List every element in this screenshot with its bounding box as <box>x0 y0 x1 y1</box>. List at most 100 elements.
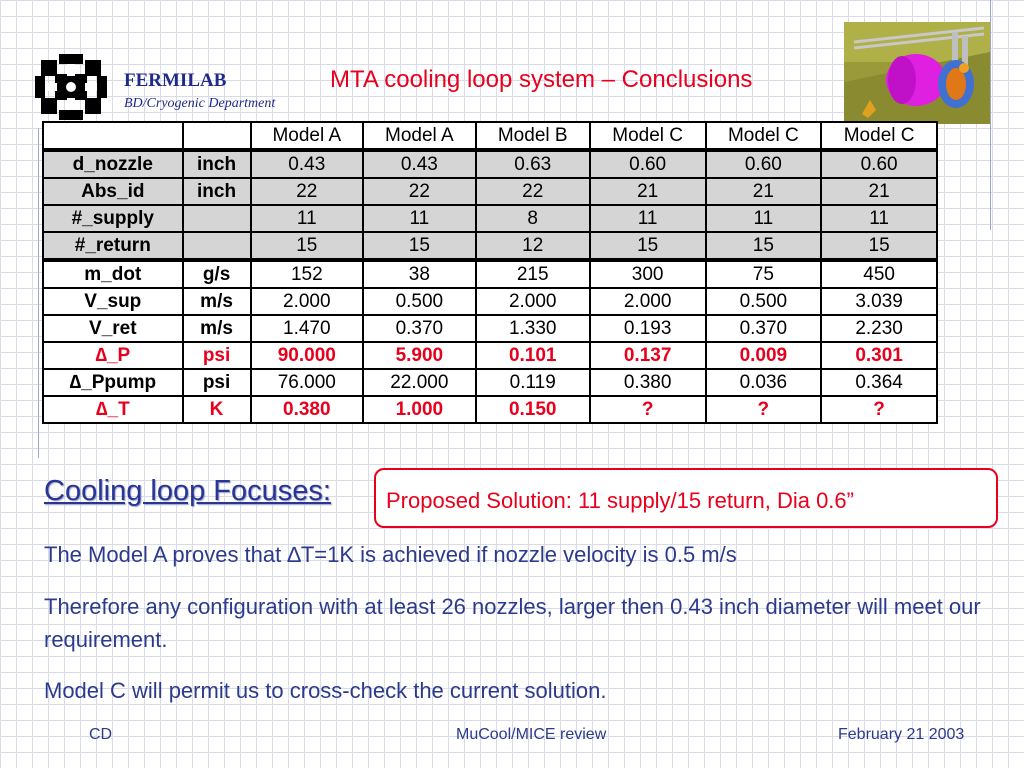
table-cell: 15 <box>588 231 707 261</box>
table-cell: 21 <box>588 177 707 206</box>
table-cell: 1.470 <box>249 314 365 343</box>
table-cell: 11 <box>362 204 477 233</box>
table-cell: 0.380 <box>588 368 707 397</box>
table-cell: 75 <box>704 258 823 289</box>
table-row: #_supply 11 11 8 11 11 11 <box>42 204 938 233</box>
table-row: Abs_id inch 22 22 22 21 21 21 <box>42 177 938 206</box>
table-header-model: Model C <box>588 121 707 151</box>
table-cell: 2.000 <box>588 287 707 316</box>
row-unit: g/s <box>181 258 252 289</box>
table-cell: 0.370 <box>362 314 477 343</box>
row-unit <box>181 204 252 233</box>
table-row: #_return 15 15 12 15 15 15 <box>42 231 938 261</box>
table-cell: 21 <box>704 177 823 206</box>
row-unit: m/s <box>181 287 252 316</box>
table-cell: 0.60 <box>820 148 938 179</box>
row-label: d_nozzle <box>42 148 184 179</box>
table-row: d_nozzle inch 0.43 0.43 0.63 0.60 0.60 0… <box>42 148 938 179</box>
table-cell: 15 <box>249 231 365 261</box>
table-cell: 22 <box>362 177 477 206</box>
table-row: V_sup m/s 2.000 0.500 2.000 2.000 0.500 … <box>42 287 938 316</box>
focus-heading: Cooling loop Focuses: <box>44 475 331 507</box>
table-row: ∆_Ppump psi 76.000 22.000 0.119 0.380 0.… <box>42 368 938 397</box>
table-cell: ? <box>704 395 823 424</box>
table-cell: 1.000 <box>362 395 477 424</box>
table-cell: 22 <box>249 177 365 206</box>
table-cell: 0.500 <box>362 287 477 316</box>
table-cell: 0.60 <box>588 148 707 179</box>
table-cell: 0.036 <box>704 368 823 397</box>
row-unit: inch <box>181 177 252 206</box>
table-cell: 11 <box>249 204 365 233</box>
table-cell: 76.000 <box>249 368 365 397</box>
table-header-model: Model C <box>704 121 823 151</box>
table-cell: 22.000 <box>362 368 477 397</box>
table-cell: 0.63 <box>474 148 591 179</box>
table-header-model: Model C <box>820 121 938 151</box>
solution-callout <box>374 468 998 528</box>
table-cell: 2.000 <box>249 287 365 316</box>
table-cell: 11 <box>820 204 938 233</box>
table-row: m_dot g/s 152 38 215 300 75 450 <box>42 258 938 289</box>
table-cell: 300 <box>588 258 707 289</box>
table-cell: 0.364 <box>820 368 938 397</box>
table-cell: 3.039 <box>820 287 938 316</box>
table-cell: ? <box>588 395 707 424</box>
table-cell: 5.900 <box>362 341 477 370</box>
body-paragraph: The Model A proves that ∆T=1K is achieve… <box>44 542 737 567</box>
table-cell: 12 <box>474 231 591 261</box>
table-cell: 0.43 <box>249 148 365 179</box>
table-header-model: Model B <box>474 121 591 151</box>
table-header-empty <box>181 121 252 151</box>
table-cell: 8 <box>474 204 591 233</box>
table-cell: 0.380 <box>249 395 365 424</box>
body-paragraph: Model C will permit us to cross-check th… <box>44 678 607 703</box>
org-department: BD/Cryogenic Department <box>124 96 276 111</box>
table-cell: 0.009 <box>704 341 823 370</box>
table-header-model: Model A <box>362 121 477 151</box>
slide-title: MTA cooling loop system – Conclusions <box>330 66 753 93</box>
row-label: #_return <box>42 231 184 261</box>
table-cell: 2.230 <box>820 314 938 343</box>
row-label: V_ret <box>42 314 184 343</box>
row-label: ∆_P <box>42 341 184 370</box>
table-cell: 0.193 <box>588 314 707 343</box>
table-cell: 0.301 <box>820 341 938 370</box>
row-label: ∆_T <box>42 395 184 424</box>
table-cell: 1.330 <box>474 314 591 343</box>
table-cell: 0.150 <box>474 395 591 424</box>
row-label: m_dot <box>42 258 184 289</box>
row-label: ∆_Ppump <box>42 368 184 397</box>
footer-left: CD <box>89 726 113 743</box>
table-cell: 11 <box>704 204 823 233</box>
table-cell: 15 <box>820 231 938 261</box>
table-cell: 450 <box>820 258 938 289</box>
row-unit: K <box>181 395 252 424</box>
row-label: #_supply <box>42 204 184 233</box>
table-cell: 15 <box>704 231 823 261</box>
row-unit <box>181 231 252 261</box>
table-cell: 152 <box>249 258 365 289</box>
table-row: ∆_P psi 90.000 5.900 0.101 0.137 0.009 0… <box>42 341 938 370</box>
row-unit: m/s <box>181 314 252 343</box>
row-label: V_sup <box>42 287 184 316</box>
cryostat-render-image <box>844 22 990 124</box>
table-cell: 0.137 <box>588 341 707 370</box>
table-cell: 38 <box>362 258 477 289</box>
table-cell: 0.500 <box>704 287 823 316</box>
guide-line <box>990 0 991 230</box>
table-cell: 21 <box>820 177 938 206</box>
guide-line <box>38 128 39 458</box>
table-row: ∆_T K 0.380 1.000 0.150 ? ? ? <box>42 395 938 424</box>
table-cell: 0.370 <box>704 314 823 343</box>
solution-text: Proposed Solution: 11 supply/15 return, … <box>386 488 854 513</box>
footer-center: MuCool/MICE review <box>456 726 607 743</box>
row-label: Abs_id <box>42 177 184 206</box>
table-cell: 15 <box>362 231 477 261</box>
row-unit: psi <box>181 341 252 370</box>
org-name: FERMILAB <box>124 70 227 91</box>
table-header-empty <box>42 121 184 151</box>
table-cell: ? <box>820 395 938 424</box>
model-comparison-table: Model A Model A Model B Model C Model C … <box>42 121 938 424</box>
table-cell: 215 <box>474 258 591 289</box>
